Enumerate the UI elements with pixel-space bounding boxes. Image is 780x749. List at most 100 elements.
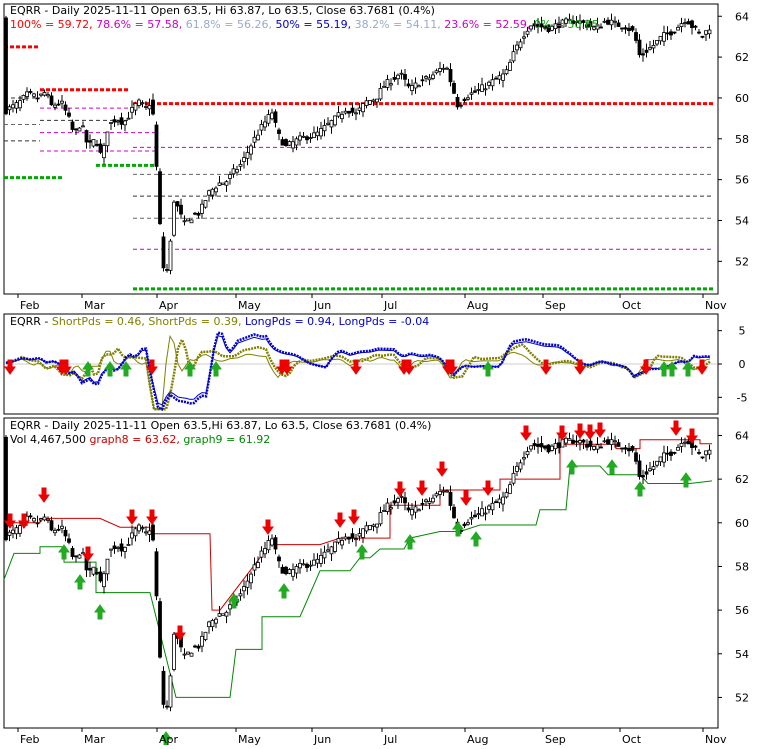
- price-candle-body: [252, 136, 257, 143]
- price-x-axis-x-tick-label: Feb: [20, 299, 39, 312]
- stops-candle-body: [585, 444, 589, 448]
- price-candle-body: [476, 88, 481, 91]
- price-candle-body: [378, 88, 383, 100]
- price-candle-body: [672, 31, 677, 34]
- sell-arrow-icon: [4, 513, 16, 529]
- stops-candle-body: [473, 514, 477, 518]
- stops-candle-body: [347, 536, 351, 540]
- stops-candle-body: [571, 439, 575, 444]
- stops-candle-body: [245, 580, 250, 588]
- price-candle-body: [452, 82, 456, 94]
- sell-arrow-icon: [38, 487, 50, 503]
- price-candle-body: [119, 117, 124, 125]
- stops-candle-body: [361, 528, 365, 538]
- price-candle-body: [46, 94, 50, 97]
- stops-candle-body: [606, 439, 610, 445]
- buy-arrow-icon: [74, 574, 86, 590]
- stops-candle-body: [501, 496, 505, 505]
- price-candle-body: [18, 100, 22, 109]
- stops-candle-body: [424, 499, 428, 503]
- stops-candle-body: [686, 440, 691, 445]
- price-candle-body: [238, 163, 243, 167]
- price-candle-body: [410, 85, 414, 91]
- price-candle-body: [669, 31, 673, 36]
- price-candle-body: [399, 72, 404, 75]
- stops-axis-y-tick-label: 58: [735, 560, 749, 573]
- stops-candle-body: [413, 506, 418, 513]
- price-panel-header: EQRR - Daily 2025-11-11 Open 63.5, Hi 63…: [10, 4, 435, 17]
- stops-candle-body: [581, 439, 586, 443]
- price-candle-body: [557, 22, 561, 29]
- stops-x-axis-x-tick-label: May: [238, 733, 261, 745]
- stops-candle-body: [375, 523, 379, 528]
- price-candle-body: [126, 117, 131, 120]
- price-candle-body: [403, 74, 407, 80]
- stops-axis-y-tick-label: 62: [735, 473, 749, 486]
- stops-candle-body: [42, 516, 47, 521]
- stops-legend-header-part: graph8 = 63.62,: [89, 433, 183, 446]
- price-candle-body: [501, 73, 505, 81]
- stops-candle-body: [693, 445, 698, 448]
- price-candle-body: [431, 74, 435, 79]
- price-candle-body: [350, 107, 355, 113]
- stops-candle-body: [98, 571, 103, 582]
- price-x-axis-x-tick-label: Aug: [467, 299, 488, 312]
- stops-candle-body: [305, 563, 309, 568]
- price-candle-body: [259, 123, 264, 131]
- price-x-axis-x-tick-label: May: [238, 299, 261, 312]
- price-candle-body: [14, 102, 19, 109]
- stops-axis-y-tick-label: 64: [735, 429, 749, 442]
- sell-arrow-icon: [18, 513, 30, 529]
- stops-candle-body: [147, 530, 152, 535]
- buy-arrow-icon: [634, 481, 646, 497]
- price-candle-body: [487, 81, 491, 86]
- price-candle-body: [595, 24, 600, 30]
- stops-axis-y-tick-label: 56: [735, 604, 749, 617]
- sell-arrow-icon: [556, 425, 568, 441]
- stops-candle-body: [210, 620, 215, 628]
- stops-candle-body: [427, 501, 432, 504]
- stops-candle-body: [56, 528, 61, 531]
- price-candle-body: [648, 47, 652, 50]
- stops-candle-body: [67, 538, 71, 543]
- stops-candle-body: [627, 447, 631, 452]
- price-candle-body: [249, 145, 253, 155]
- price-candle-body: [368, 100, 372, 105]
- price-candle-body: [172, 201, 176, 236]
- stops-candle-body: [203, 631, 208, 640]
- price-candle-body: [105, 131, 110, 147]
- sell-arrow-icon: [126, 509, 138, 525]
- price-candle-body: [637, 39, 642, 56]
- stops-candle-body: [7, 531, 12, 536]
- price-candle-body: [123, 120, 127, 126]
- fib-legend-header-part: 38.2% = 54.11,: [355, 18, 445, 31]
- stops-candle-body: [588, 440, 593, 447]
- stops-candle-body: [161, 670, 166, 705]
- price-candle-body: [515, 44, 519, 51]
- stops-candle-body: [438, 490, 442, 495]
- stops-candle-body: [354, 538, 358, 541]
- price-candle-body: [315, 131, 320, 137]
- stops-candle-body: [343, 536, 348, 540]
- stops-candle-body: [364, 525, 369, 532]
- oscillator-panel-header-part: LongPds = 0.94,: [245, 315, 339, 328]
- stops-candle-body: [112, 545, 117, 550]
- stops-legend-header: Vol 4,467,500 graph8 = 63.62, graph9 = 6…: [10, 433, 270, 446]
- buy-arrow-icon: [682, 361, 694, 377]
- stops-candle-body: [602, 440, 607, 443]
- stops-candle-body: [165, 705, 169, 708]
- price-candle-body: [445, 67, 449, 70]
- graph9-line: [3, 465, 713, 698]
- stops-candle-body: [630, 446, 635, 451]
- stops-candle-body: [287, 569, 292, 574]
- stops-candle-body: [574, 440, 579, 443]
- price-candle-body: [385, 79, 390, 88]
- stops-candle-body: [263, 548, 267, 555]
- price-candle-body: [84, 130, 89, 143]
- stops-candle-body: [196, 645, 201, 649]
- price-candle-body: [245, 152, 250, 159]
- sell-arrow-icon: [594, 422, 606, 438]
- stops-candle-body: [193, 645, 197, 648]
- price-candle-body: [7, 106, 12, 111]
- oscillator-panel-header-part: ShortPds = 0.46,: [52, 315, 149, 328]
